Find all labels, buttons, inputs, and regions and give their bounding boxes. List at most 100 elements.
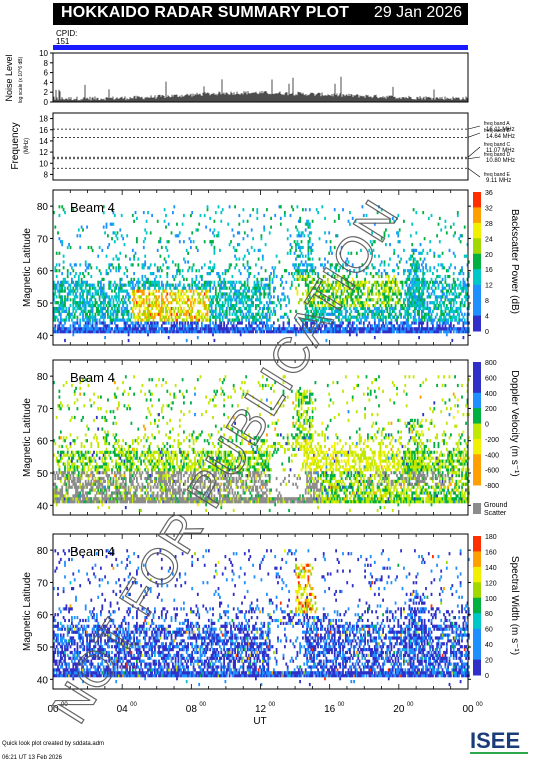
footer-credit: Quick look plot created by sddata.adm (2, 741, 104, 747)
freq-ylabel: Frequency (10, 122, 21, 169)
colorbar-tick-label: 20 (485, 252, 493, 259)
x-tick-label: 00 (462, 704, 474, 715)
colorbar-segment (473, 551, 481, 568)
colorbar-tick-label: 20 (485, 658, 493, 665)
footer-timestamp: 06:21 UT 13 Feb 2026 (2, 755, 63, 761)
freq-band-value: 16.11 MHz (486, 127, 515, 133)
ground-scatter-swatch (473, 503, 481, 514)
cpid-value: 151 (56, 37, 70, 46)
colorbar-tick-label: 400 (485, 391, 497, 398)
noise-tick-label: 0 (44, 98, 49, 107)
ground-label: Ground (484, 502, 507, 509)
lat-tick-label: 70 (37, 578, 49, 589)
colorbar-tick-label: -800 (485, 483, 499, 490)
plot-title: HOKKAIDO RADAR SUMMARY PLOT (61, 4, 350, 21)
colorbar-tick-label: 24 (485, 236, 493, 243)
lat-tick-label: 80 (37, 546, 49, 557)
beam-label: Beam 4 (70, 544, 115, 559)
x-tick-label: 00 (47, 704, 59, 715)
colorbar-tick-label: 28 (485, 221, 493, 228)
x-tick-label: 08 (186, 704, 198, 715)
noise-tick-label: 2 (44, 88, 49, 97)
echo-cells (53, 375, 470, 513)
colorbar-segment (473, 597, 481, 614)
colorbar-segment (473, 269, 481, 286)
colorbar-label: Spectral Width (m s⁻¹) (509, 556, 520, 655)
lat-tick-label: 50 (37, 469, 49, 480)
colorbar-label: Doppler Velocity (m s⁻¹) (509, 370, 520, 476)
colorbar-segment (473, 613, 481, 630)
colorbar-tick-label: 120 (485, 580, 497, 587)
x-tick-sup: 00 (407, 702, 414, 708)
lat-tick-label: 40 (37, 331, 49, 342)
scatter-label: Scatter (484, 510, 507, 517)
x-tick-label: 20 (393, 704, 405, 715)
colorbar-tick-label: 8 (485, 298, 489, 305)
beam-label: Beam 4 (70, 200, 115, 215)
colorbar-tick-label: 180 (485, 534, 497, 541)
colorbar-tick-label: 4 (485, 314, 489, 321)
colorbar-tick-label: 0 (485, 422, 489, 429)
colorbar-tick-label: -600 (485, 468, 499, 475)
plot-date: 29 Jan 2026 (373, 4, 462, 21)
panel-spectral-width: 80 70 60 50 40 Beam 4 Magnetic Latitude 180 160 1… (22, 533, 520, 690)
lat-tick-label: 60 (37, 611, 49, 622)
colorbar-tick-label: 32 (485, 205, 493, 212)
echo-cells (53, 205, 470, 343)
colorbar-tick-label: 12 (485, 283, 493, 290)
colorbar-segment (473, 300, 481, 316)
freq-band-value: 10.80 MHz (486, 158, 515, 164)
x-tick-sup: 00 (269, 702, 276, 708)
colorbar-tick-label: 140 (485, 565, 497, 572)
colorbar-segment (473, 192, 481, 208)
lat-tick-label: 80 (37, 372, 49, 383)
colorbar-segment (473, 469, 481, 486)
lat-tick-label: 70 (37, 234, 49, 245)
beam-label: Beam 4 (70, 370, 115, 385)
x-tick-sup: 00 (338, 702, 345, 708)
x-tick-sup: 00 (476, 702, 483, 708)
colorbar-tick-label: 36 (485, 190, 493, 197)
noise-ylabel: Noise Level (4, 54, 14, 101)
panel-ylabel: Magnetic Latitude (22, 572, 33, 651)
lat-tick-label: 40 (37, 675, 49, 686)
freq-band-value: 11.07 MHz (486, 148, 515, 154)
colorbar-segment (473, 628, 481, 645)
freq-tick-label: 18 (39, 115, 48, 124)
colorbar-segment (473, 423, 481, 440)
colorbar-segment (473, 659, 481, 676)
freq-tick-label: 16 (39, 126, 48, 135)
colorbar-tick-label: 200 (485, 406, 497, 413)
colorbar-tick-label: 80 (485, 611, 493, 618)
x-tick-label: 12 (255, 704, 267, 715)
colorbar-tick-label: 100 (485, 596, 497, 603)
colorbar-segment (473, 408, 481, 424)
x-tick-label: 04 (117, 704, 129, 715)
isee-logo: ISEE (470, 728, 528, 754)
colorbar-tick-label: 160 (485, 549, 497, 556)
colorbar-segment (473, 536, 481, 552)
lat-tick-label: 50 (37, 643, 49, 654)
freq-band-value: 14.64 MHz (486, 134, 515, 140)
cpid-bar (53, 45, 468, 50)
colorbar-segment (473, 362, 481, 378)
x-axis: 00 00 04 00 08 00 12 00 16 00 20 00 00 00 (47, 702, 483, 715)
noise-tick-label: 6 (44, 69, 49, 78)
freq-tick-label: 8 (44, 170, 49, 179)
lat-tick-label: 80 (37, 202, 49, 213)
colorbar-segment (473, 438, 481, 455)
lat-tick-label: 40 (37, 501, 49, 512)
colorbar-tick-label: 0 (485, 673, 489, 680)
colorbar-tick-label: -400 (485, 452, 499, 459)
freq-band-name: freq band E (484, 172, 511, 178)
x-tick-sup: 00 (130, 702, 137, 708)
colorbar-tick-label: 800 (485, 360, 497, 367)
noise-tick-label: 8 (44, 59, 49, 68)
colorbar-segment (473, 253, 481, 270)
colorbar-tick-label: 16 (485, 267, 493, 274)
lat-tick-label: 70 (37, 404, 49, 415)
